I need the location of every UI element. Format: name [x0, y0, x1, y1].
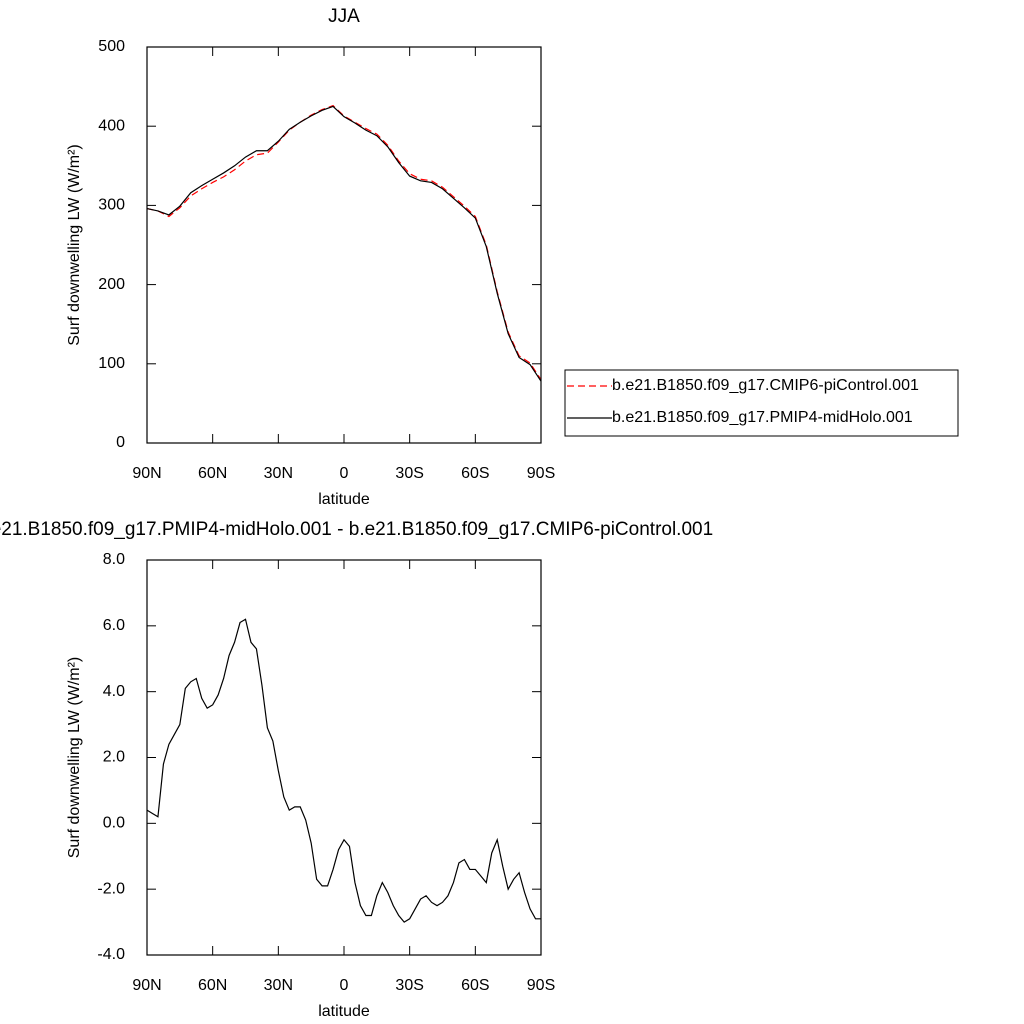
y-tick-label: 400 — [98, 117, 125, 134]
x-tick-label: 90S — [527, 977, 555, 994]
y-tick-label: 300 — [98, 197, 125, 214]
y-tick-label: 2.0 — [103, 749, 125, 766]
x-tick-label: 30S — [395, 465, 423, 482]
y-tick-label: 8.0 — [103, 551, 125, 568]
y-tick-label: 0 — [116, 434, 125, 451]
x-axis-label: latitude — [318, 1003, 370, 1020]
x-tick-label: 60S — [461, 977, 489, 994]
y-tick-label: -2.0 — [97, 880, 125, 897]
data-line — [146, 618, 541, 923]
y-tick-label: 4.0 — [103, 683, 125, 700]
legend-label: b.e21.B1850.f09_g17.PMIP4-midHolo.001 — [612, 409, 913, 426]
y-axis-label: Surf downwelling LW (W/m²) — [66, 657, 83, 859]
chart-title: b.e21.B1850.f09_g17.PMIP4-midHolo.001 - … — [0, 519, 713, 540]
legend-label: b.e21.B1850.f09_g17.CMIP6-piControl.001 — [612, 377, 919, 394]
y-tick-label: -4.0 — [97, 946, 125, 963]
x-axis-label: latitude — [318, 491, 370, 508]
y-tick-label: 6.0 — [103, 617, 125, 634]
legend-box — [564, 369, 959, 437]
x-tick-label: 60N — [198, 465, 227, 482]
plot-frame — [146, 46, 542, 444]
x-tick-label: 30N — [264, 977, 293, 994]
data-line — [146, 104, 542, 380]
y-axis-label: Surf downwelling LW (W/m²) — [66, 144, 83, 346]
x-tick-label: 60S — [461, 465, 489, 482]
x-tick-label: 30N — [264, 465, 293, 482]
y-tick-label: 200 — [98, 276, 125, 293]
x-tick-label: 0 — [340, 465, 349, 482]
data-line — [146, 105, 542, 382]
chart-title: JJA — [328, 6, 360, 27]
y-tick-label: 500 — [98, 38, 125, 55]
x-tick-label: 30S — [395, 977, 423, 994]
y-tick-label: 0.0 — [103, 815, 125, 832]
x-tick-label: 90S — [527, 465, 555, 482]
y-tick-label: 100 — [98, 355, 125, 372]
x-tick-label: 0 — [340, 977, 349, 994]
x-tick-label: 90N — [132, 977, 161, 994]
x-tick-label: 90N — [132, 465, 161, 482]
plot-frame — [146, 559, 542, 956]
x-tick-label: 60N — [198, 977, 227, 994]
